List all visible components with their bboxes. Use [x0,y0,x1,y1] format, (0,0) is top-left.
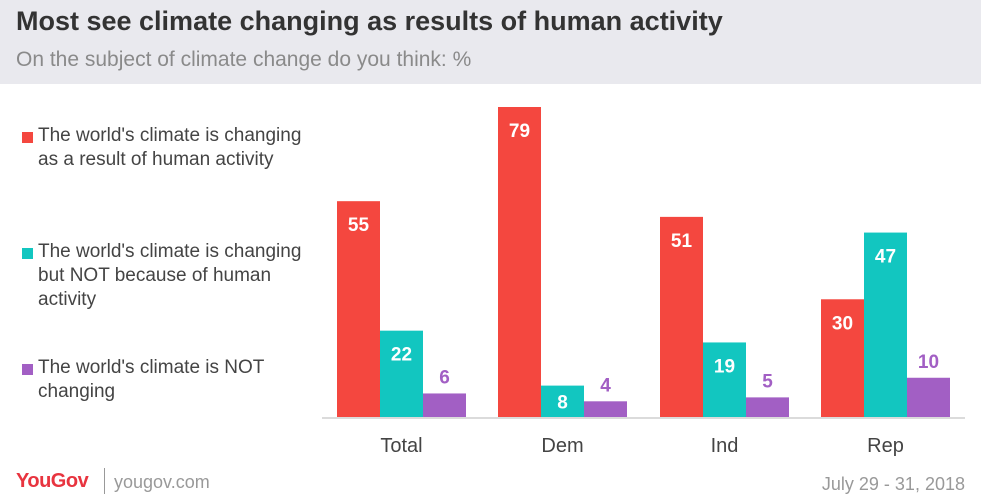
legend-swatch-human [22,132,33,143]
legend-swatch-not-changing [22,364,33,375]
footer-date: July 29 - 31, 2018 [821,474,965,494]
footer-divider [104,468,105,494]
data-label-rep-series-1: 47 [875,247,896,268]
data-label-dem-series-2: 4 [600,375,611,396]
data-label-dem-series-1: 8 [557,392,568,413]
data-label-ind-series-1: 19 [714,356,735,377]
data-label-ind-series-2: 5 [762,371,773,392]
bar-dem-series-0 [498,107,541,417]
bar-ind-series-1 [703,342,746,417]
category-label-total: Total [380,435,422,457]
data-label-ind-series-0: 51 [671,231,693,252]
bar-rep-series-1 [864,232,907,417]
bar-ind-series-0 [660,216,703,417]
footer-site[interactable]: yougov.com [114,472,210,492]
data-label-total-series-1: 22 [391,345,412,366]
legend-label-human: The world's climate is changing as a res… [38,125,302,170]
chart-subtitle: On the subject of climate change do you … [16,48,472,71]
data-label-total-series-2: 6 [439,367,450,388]
bar-dem-series-2 [584,401,627,417]
legend-label-not-human: The world's climate is changing but NOT … [38,241,302,310]
data-label-total-series-0: 55 [348,215,370,236]
chart-title: Most see climate changing as results of … [16,6,723,36]
category-label-rep: Rep [867,435,904,457]
data-label-rep-series-0: 30 [832,313,853,334]
data-label-dem-series-0: 79 [509,121,530,142]
legend-label-not-changing: The world's climate is NOT changing [38,357,265,402]
category-label-ind: Ind [711,435,739,457]
legend-swatch-not-human [22,248,33,259]
bar-total-series-0 [337,201,380,417]
bar-ind-series-2 [746,397,789,417]
category-label-dem: Dem [541,435,583,457]
bar-total-series-2 [423,393,466,417]
data-label-rep-series-2: 10 [918,352,939,373]
bar-dem-series-1 [541,385,584,417]
yougov-logo: YouGov [16,470,89,492]
bar-rep-series-2 [907,377,950,417]
bar-total-series-1 [380,330,423,417]
bar-rep-series-0 [821,299,864,417]
header-band: Most see climate changing as results of … [0,0,981,84]
